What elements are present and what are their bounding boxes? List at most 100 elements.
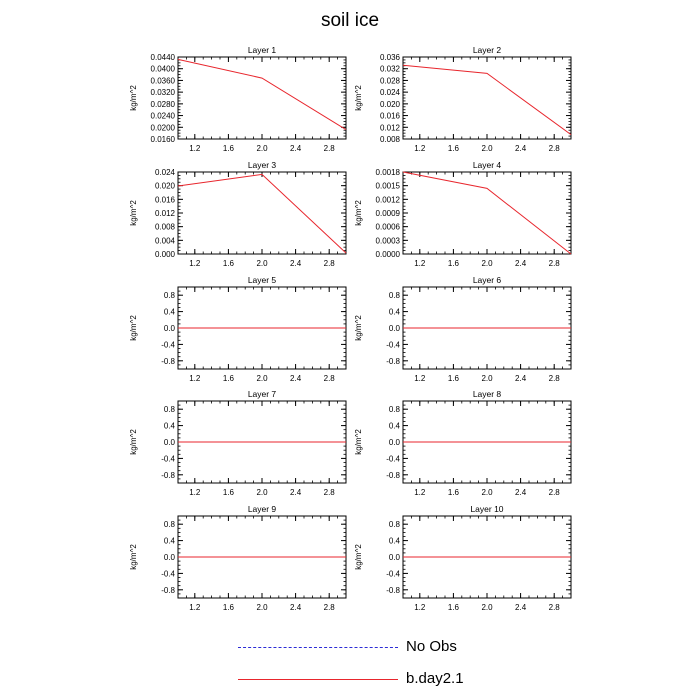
layer-4-y-tick-label: 0.0006 xyxy=(376,223,401,232)
layer-9-x-tick-label: 1.2 xyxy=(189,603,201,612)
layer-4-x-tick-label: 2.8 xyxy=(549,259,561,268)
layer-2-x-tick-label: 2.8 xyxy=(549,144,561,153)
layer-1-y-axis-label: kg/m^2 xyxy=(129,85,138,111)
layer-6-y-axis-label: kg/m^2 xyxy=(354,315,363,341)
legend-label-b-day2-1: b.day2.1 xyxy=(406,670,464,687)
layer-5-y-tick-label: 0.8 xyxy=(164,291,176,300)
layer-4-y-tick-label: 0.0018 xyxy=(376,168,401,177)
layer-5-x-tick-label: 2.8 xyxy=(324,374,336,383)
layer-1-y-tick-label: 0.0200 xyxy=(151,123,176,132)
layer-9-x-tick-label: 2.0 xyxy=(256,603,268,612)
layer-10-y-tick-label: 0.8 xyxy=(389,520,401,529)
layer-2-plot-frame xyxy=(402,56,572,140)
layer-7-y-tick-label: -0.8 xyxy=(161,471,175,480)
layer-3-y-tick-label: 0.024 xyxy=(155,168,176,177)
layer-4-x-tick-label: 2.4 xyxy=(515,259,527,268)
layer-8-y-tick-label: -0.4 xyxy=(386,454,400,463)
layer-2-x-tick-label: 2.0 xyxy=(481,144,493,153)
layer-5-title: Layer 5 xyxy=(248,275,277,285)
layer-10-y-tick-label: 0.0 xyxy=(389,553,401,562)
layer-4-y-tick-label: 0.0003 xyxy=(376,236,401,245)
figure-title: soil ice xyxy=(320,10,380,31)
layer-8-panel: Layer 8 kg/m^2 1.2 1.6 2.0 2.4 2.8 -0.8 -0.4 0.0 0… xyxy=(354,389,572,497)
layer-1-x-tick-label: 2.8 xyxy=(324,144,336,153)
layer-3-y-tick-label: 0.000 xyxy=(155,250,176,259)
layer-5-x-tick-label: 1.6 xyxy=(223,374,235,383)
layer-2-y-tick-label: 0.016 xyxy=(380,112,401,121)
layer-6-x-tick-label: 1.2 xyxy=(414,374,426,383)
layer-7-y-tick-label: 0.0 xyxy=(164,438,176,447)
layer-4-x-tick-label: 1.2 xyxy=(414,259,426,268)
layer-10-title: Layer 10 xyxy=(470,504,503,514)
layer-9-x-tick-label: 2.8 xyxy=(324,603,336,612)
layer-1-plot-frame xyxy=(177,56,347,140)
layer-10-y-tick-label: -0.4 xyxy=(386,569,400,578)
layer-4-series-line xyxy=(402,171,572,255)
layer-4-title: Layer 4 xyxy=(473,160,502,170)
layer-2-x-tick-label: 2.4 xyxy=(515,144,527,153)
layer-1-y-tick-label: 0.0360 xyxy=(151,76,176,85)
layer-8-y-tick-label: 0.4 xyxy=(389,422,401,431)
layer-4-y-tick-label: 0.0012 xyxy=(376,195,401,204)
layer-6-x-tick-label: 2.8 xyxy=(549,374,561,383)
layer-10-panel: Layer 10 kg/m^2 1.2 1.6 2.0 2.4 2.8 -0.8 -0.4 0.0… xyxy=(354,504,572,612)
layer-2-y-axis-label: kg/m^2 xyxy=(354,85,363,111)
layer-7-y-tick-label: 0.4 xyxy=(164,422,176,431)
layer-8-y-tick-label: 0.8 xyxy=(389,405,401,414)
layer-1-x-tick-label: 2.0 xyxy=(256,144,268,153)
layer-1-y-tick-label: 0.0240 xyxy=(151,112,176,121)
layer-7-x-tick-label: 1.6 xyxy=(223,488,235,497)
layer-4-y-tick-label: 0.0015 xyxy=(376,182,401,191)
layer-4-x-tick-label: 2.0 xyxy=(481,259,493,268)
layer-2-y-tick-label: 0.008 xyxy=(380,135,401,144)
layer-4-y-axis-label: kg/m^2 xyxy=(354,200,363,226)
layer-2-y-tick-label: 0.028 xyxy=(380,76,401,85)
layer-9-x-tick-label: 1.6 xyxy=(223,603,235,612)
layer-4-panel: Layer 4 kg/m^2 1.2 1.6 2.0 2.4 2.8 0.0000 0.0003… xyxy=(354,160,572,268)
layer-7-y-tick-label: 0.8 xyxy=(164,405,176,414)
layer-5-y-axis-label: kg/m^2 xyxy=(129,315,138,341)
legend-swatch-no-obs xyxy=(238,647,398,648)
layer-9-y-tick-label: -0.8 xyxy=(161,586,175,595)
layer-9-panel: Layer 9 kg/m^2 1.2 1.6 2.0 2.4 2.8 -0.8 -0.4 0.0 0… xyxy=(129,504,347,612)
layer-1-y-tick-label: 0.0440 xyxy=(151,53,176,62)
layer-5-x-tick-label: 2.4 xyxy=(290,374,302,383)
layer-8-y-tick-label: 0.0 xyxy=(389,438,401,447)
layer-10-x-tick-label: 1.6 xyxy=(448,603,460,612)
layer-9-y-tick-label: 0.8 xyxy=(164,520,176,529)
layer-2-x-tick-label: 1.6 xyxy=(448,144,460,153)
layer-3-y-tick-label: 0.012 xyxy=(155,209,176,218)
layer-1-y-tick-label: 0.0280 xyxy=(151,100,176,109)
layer-1-y-tick-label: 0.0320 xyxy=(151,88,176,97)
layer-2-y-tick-label: 0.020 xyxy=(380,100,401,109)
layer-7-x-tick-label: 2.8 xyxy=(324,488,336,497)
layer-2-x-tick-label: 1.2 xyxy=(414,144,426,153)
layer-3-x-tick-label: 1.6 xyxy=(223,259,235,268)
layer-5-y-tick-label: -0.8 xyxy=(161,357,175,366)
layer-4-plot-frame xyxy=(402,171,572,255)
layer-7-y-tick-label: -0.4 xyxy=(161,454,175,463)
layer-5-y-tick-label: 0.0 xyxy=(164,324,176,333)
layer-9-y-tick-label: -0.4 xyxy=(161,569,175,578)
layer-2-y-tick-label: 0.012 xyxy=(380,123,401,132)
layer-6-title: Layer 6 xyxy=(473,275,502,285)
layer-3-y-tick-label: 0.020 xyxy=(155,182,176,191)
layer-6-y-tick-label: -0.8 xyxy=(386,357,400,366)
layer-9-y-tick-label: 0.0 xyxy=(164,553,176,562)
layer-2-y-tick-label: 0.036 xyxy=(380,53,401,62)
layer-8-title: Layer 8 xyxy=(473,389,502,399)
layer-1-x-tick-label: 2.4 xyxy=(290,144,302,153)
layer-3-x-tick-label: 2.4 xyxy=(290,259,302,268)
legend-item-no-obs: No Obs xyxy=(230,636,530,660)
layer-10-x-tick-label: 1.2 xyxy=(414,603,426,612)
layer-3-plot-frame xyxy=(177,171,347,255)
layer-3-y-tick-label: 0.016 xyxy=(155,195,176,204)
layer-10-x-tick-label: 2.0 xyxy=(481,603,493,612)
layer-8-x-tick-label: 2.4 xyxy=(515,488,527,497)
layer-3-panel: Layer 3 kg/m^2 1.2 1.6 2.0 2.4 2.8 0.000 0.004 0.… xyxy=(129,160,347,268)
layer-10-y-tick-label: -0.8 xyxy=(386,586,400,595)
layer-8-y-axis-label: kg/m^2 xyxy=(354,429,363,455)
layer-3-x-tick-label: 2.0 xyxy=(256,259,268,268)
layer-5-x-tick-label: 1.2 xyxy=(189,374,201,383)
layer-4-y-tick-label: 0.0009 xyxy=(376,209,401,218)
